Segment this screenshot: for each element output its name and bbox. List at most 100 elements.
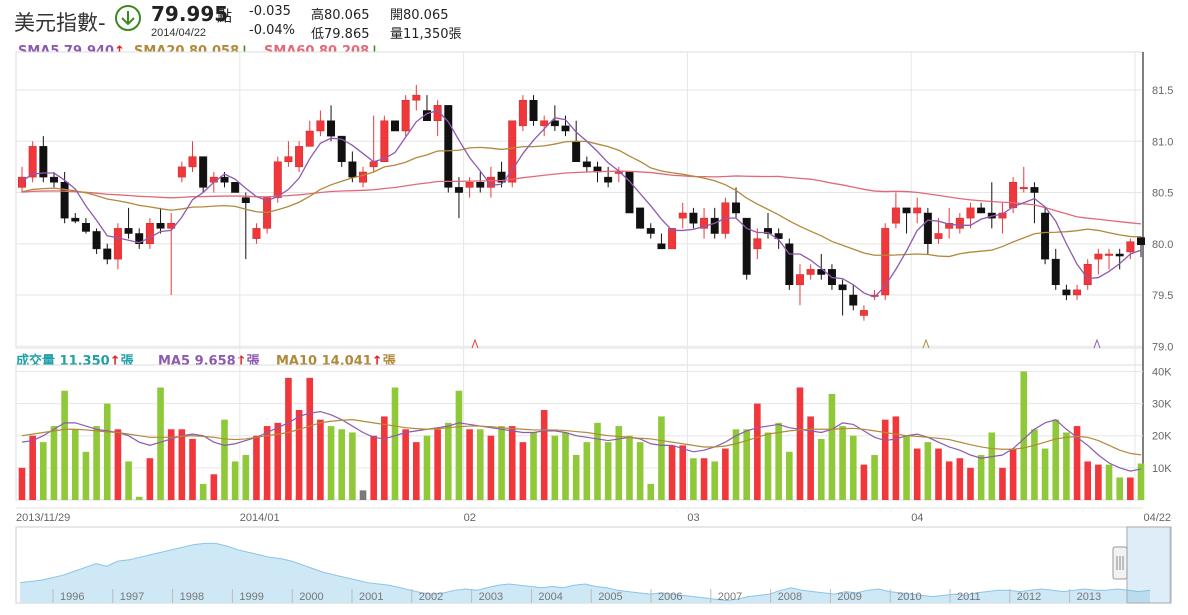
candle-body bbox=[636, 207, 645, 229]
candle-body bbox=[1137, 237, 1145, 246]
candle-body bbox=[604, 176, 613, 183]
candle-body bbox=[177, 166, 186, 178]
candle-body bbox=[529, 100, 538, 121]
volume-bar bbox=[679, 445, 687, 500]
candle-body bbox=[71, 217, 80, 222]
overview-year-label: 2000 bbox=[299, 591, 323, 603]
candle-body bbox=[369, 161, 378, 168]
candle-body bbox=[81, 223, 90, 232]
candle-body bbox=[92, 231, 101, 250]
quote-header: 美元指數- 79.995 點 2014/04/22 -0.035 -0.04% … bbox=[0, 0, 1188, 44]
candle-body bbox=[891, 207, 900, 224]
volume-bar bbox=[40, 442, 47, 500]
volume-bar bbox=[434, 429, 441, 500]
candle-body bbox=[998, 212, 1007, 219]
volume-bar bbox=[519, 442, 527, 500]
volume-bar bbox=[636, 442, 644, 500]
volume-bar bbox=[828, 393, 836, 500]
volume-tick-label: 40K bbox=[1152, 366, 1172, 378]
date-tick-label: 2013/11/29 bbox=[16, 512, 70, 524]
volume-bar bbox=[508, 426, 516, 500]
volume-bar bbox=[423, 435, 431, 500]
candle-body bbox=[316, 120, 325, 132]
volume-bar bbox=[540, 410, 548, 500]
volume-bar bbox=[317, 419, 324, 500]
last-price: 79.995 bbox=[151, 2, 229, 26]
sma5-line bbox=[21, 109, 1142, 298]
candle-body bbox=[923, 212, 932, 244]
volume-bar bbox=[50, 426, 58, 500]
volume-bar bbox=[295, 410, 303, 500]
volume-bar bbox=[253, 435, 260, 500]
date-tick-label: 2014/01 bbox=[240, 512, 280, 524]
date-tick-label: 04 bbox=[911, 512, 923, 524]
volume-bar bbox=[1009, 448, 1017, 500]
candle-body bbox=[934, 233, 943, 239]
volume-bar bbox=[349, 432, 356, 500]
volume-bar bbox=[498, 426, 505, 500]
date-tick-label: 03 bbox=[687, 512, 699, 524]
price-tick-label: 79.5 bbox=[1152, 290, 1173, 302]
overview-year-label: 2010 bbox=[897, 591, 921, 603]
volume-bar bbox=[1127, 477, 1134, 500]
overview-year-label: 1997 bbox=[120, 591, 144, 603]
candle-body bbox=[305, 130, 314, 147]
candle-body bbox=[327, 120, 336, 137]
volume-bar bbox=[913, 448, 921, 500]
candle-body bbox=[540, 120, 549, 127]
overview-year-label: 2012 bbox=[1017, 591, 1041, 603]
price-unit: 點 bbox=[217, 7, 233, 25]
overview-year-label: 1998 bbox=[180, 591, 204, 603]
volume-bar bbox=[199, 483, 207, 500]
volume-bar bbox=[1041, 448, 1049, 500]
candle-body bbox=[881, 228, 890, 296]
overview-year-label: 2006 bbox=[658, 591, 682, 603]
candle-body bbox=[412, 94, 421, 101]
overview-year-label: 2003 bbox=[479, 591, 503, 603]
candle-body bbox=[465, 182, 474, 188]
volume-bar bbox=[711, 461, 719, 500]
volume-bar bbox=[1137, 463, 1145, 500]
volume-bar bbox=[658, 416, 665, 500]
volume-bar bbox=[764, 432, 772, 500]
volume-bar bbox=[82, 451, 90, 500]
candle-body bbox=[1051, 258, 1060, 285]
candle-body bbox=[103, 248, 112, 260]
volume-bar bbox=[967, 467, 974, 500]
day-open: 開80.065 bbox=[390, 8, 449, 23]
candle-body bbox=[113, 228, 122, 260]
overview-navigator[interactable]: 1996 1997 1998 1999 2000 2001 2002 2003 2004 2005… bbox=[15, 526, 1172, 604]
candle-body bbox=[39, 146, 48, 178]
overview-year-label: 2001 bbox=[359, 591, 383, 603]
candle-body bbox=[561, 125, 570, 132]
candle-body bbox=[1094, 253, 1103, 260]
volume-bar bbox=[359, 490, 367, 500]
candle-body bbox=[913, 207, 922, 214]
candle-body bbox=[977, 207, 986, 214]
volume-bar bbox=[1095, 464, 1102, 500]
candle-body bbox=[401, 100, 410, 132]
price-panel-frame bbox=[15, 51, 1144, 349]
volume-bar bbox=[956, 458, 964, 500]
volume-bar bbox=[892, 416, 900, 500]
candle-body bbox=[742, 217, 751, 275]
candle-body bbox=[444, 105, 453, 188]
sma20-line bbox=[21, 140, 1142, 258]
volume-bar bbox=[999, 467, 1006, 500]
volume-bar bbox=[807, 416, 814, 500]
price-tick-label: 81.5 bbox=[1152, 85, 1173, 97]
instrument-name: 美元指數- bbox=[14, 11, 106, 35]
candle-body bbox=[231, 182, 240, 193]
volume-bar bbox=[338, 429, 346, 500]
event-marker-icon bbox=[922, 338, 930, 349]
candle-body bbox=[241, 197, 250, 203]
candle-body bbox=[156, 223, 165, 229]
volume-bar bbox=[551, 435, 559, 500]
candle-body bbox=[838, 284, 847, 291]
candle-body bbox=[785, 243, 794, 285]
volume-bar bbox=[626, 435, 633, 500]
volume-bar bbox=[1116, 477, 1123, 500]
volume-bar bbox=[722, 448, 729, 500]
candle-body bbox=[550, 120, 559, 127]
